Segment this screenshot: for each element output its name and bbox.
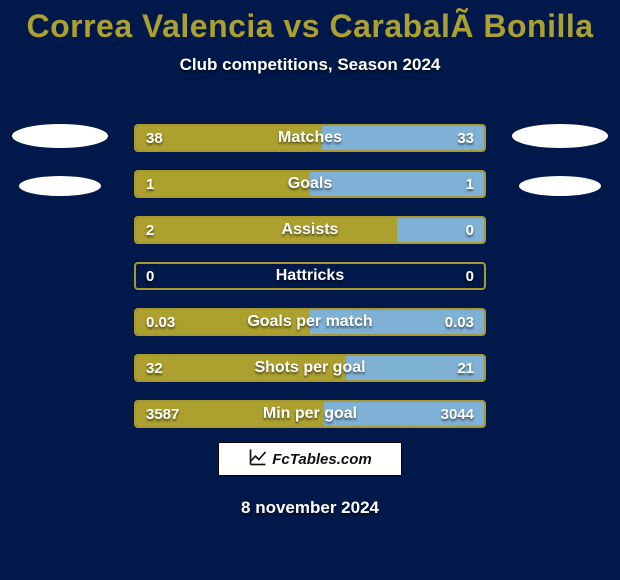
stat-bars: Matches3833Goals11Assists20Hattricks00Go… [134, 124, 486, 428]
player-right-badges [512, 124, 608, 196]
page-title: Correa Valencia vs CarabalÃ Bonilla [0, 0, 620, 45]
comparison-card: Correa Valencia vs CarabalÃ Bonilla Club… [0, 0, 620, 580]
stat-value-left: 0 [146, 264, 154, 288]
stat-bar-fill-left [136, 356, 346, 380]
stat-value-left: 38 [146, 126, 163, 150]
stat-value-right: 3044 [441, 402, 474, 426]
stat-value-right: 21 [457, 356, 474, 380]
stat-bar-fill-left [136, 218, 397, 242]
stat-bar-fill-left [136, 172, 310, 196]
player-badge-pill [519, 176, 601, 196]
date-text: 8 november 2024 [0, 498, 620, 518]
stat-bar: Shots per goal3221 [134, 354, 486, 382]
source-badge: FcTables.com [218, 442, 402, 476]
player-badge-pill [19, 176, 101, 196]
stat-value-right: 0 [466, 264, 474, 288]
stat-value-right: 0.03 [445, 310, 474, 334]
player-left-badges [12, 124, 108, 196]
stat-value-left: 32 [146, 356, 163, 380]
stat-value-right: 33 [457, 126, 474, 150]
subtitle: Club competitions, Season 2024 [0, 55, 620, 75]
stat-bar: Min per goal35873044 [134, 400, 486, 428]
stat-value-right: 0 [466, 218, 474, 242]
stat-bar: Goals11 [134, 170, 486, 198]
stat-bar: Assists20 [134, 216, 486, 244]
stat-value-left: 1 [146, 172, 154, 196]
stat-value-left: 2 [146, 218, 154, 242]
stat-bar: Hattricks0 0 [134, 262, 486, 290]
chart-icon [248, 447, 268, 471]
stat-bar-fill-left [136, 126, 322, 150]
stat-value-left: 3587 [146, 402, 179, 426]
stat-bar-fill-right [310, 172, 484, 196]
stat-value-left: 0.03 [146, 310, 175, 334]
stat-value-right: 1 [466, 172, 474, 196]
source-text: FcTables.com [272, 451, 371, 468]
stat-bar: Goals per match0.030.03 [134, 308, 486, 336]
player-badge-pill [512, 124, 608, 148]
player-badge-pill [12, 124, 108, 148]
stat-bar: Matches3833 [134, 124, 486, 152]
stat-bar-label: Hattricks [136, 264, 484, 288]
